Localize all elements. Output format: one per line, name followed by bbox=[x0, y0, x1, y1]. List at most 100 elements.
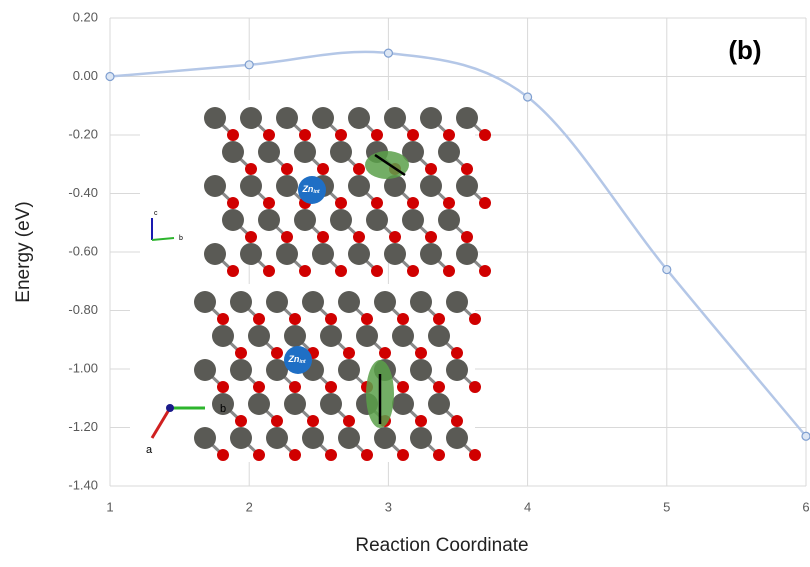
zn-atom bbox=[302, 427, 324, 449]
zn-atom bbox=[276, 107, 298, 129]
zn-atom bbox=[330, 209, 352, 231]
data-point bbox=[524, 93, 532, 101]
zn-atom bbox=[348, 243, 370, 265]
zn-atom bbox=[248, 393, 270, 415]
zn-atom bbox=[266, 291, 288, 313]
atom-symbol: Zn bbox=[301, 184, 313, 194]
o-atom bbox=[469, 313, 481, 325]
zn-atom bbox=[428, 393, 450, 415]
atom-symbol: Zn bbox=[287, 354, 299, 364]
o-atom bbox=[289, 449, 301, 461]
y-tick-label: -0.60 bbox=[68, 243, 98, 258]
zn-atom bbox=[374, 291, 396, 313]
o-atom bbox=[263, 129, 275, 141]
zn-atom bbox=[240, 175, 262, 197]
o-atom bbox=[379, 347, 391, 359]
zn-atom bbox=[230, 291, 252, 313]
o-atom bbox=[335, 129, 347, 141]
o-atom bbox=[407, 197, 419, 209]
o-atom bbox=[469, 449, 481, 461]
o-atom bbox=[227, 197, 239, 209]
o-atom bbox=[217, 449, 229, 461]
x-axis-title: Reaction Coordinate bbox=[355, 535, 528, 556]
o-atom bbox=[371, 129, 383, 141]
y-tick-label: 0.20 bbox=[73, 9, 98, 24]
o-atom bbox=[317, 231, 329, 243]
zn-atom bbox=[204, 175, 226, 197]
zn-atom bbox=[258, 141, 280, 163]
o-atom bbox=[235, 415, 247, 427]
o-atom bbox=[397, 381, 409, 393]
axis-label: b bbox=[179, 235, 183, 242]
zn-atom bbox=[356, 325, 378, 347]
y-tick-label: -1.40 bbox=[68, 477, 98, 492]
y-tick-label: -0.20 bbox=[68, 126, 98, 141]
o-atom bbox=[335, 265, 347, 277]
o-atom bbox=[443, 265, 455, 277]
o-atom bbox=[425, 231, 437, 243]
zn-atom bbox=[222, 141, 244, 163]
o-atom bbox=[451, 415, 463, 427]
o-atom bbox=[343, 347, 355, 359]
data-point bbox=[663, 266, 671, 274]
zn-atom bbox=[438, 209, 460, 231]
zn-atom bbox=[410, 427, 432, 449]
o-atom bbox=[353, 163, 365, 175]
y-tick-label: 0.00 bbox=[73, 68, 98, 83]
o-atom bbox=[281, 163, 293, 175]
atom-subscript: int bbox=[313, 189, 319, 195]
x-tick-label: 6 bbox=[802, 499, 809, 514]
zn-atom bbox=[446, 427, 468, 449]
o-atom bbox=[271, 415, 283, 427]
y-tick-label: -0.80 bbox=[68, 302, 98, 317]
zn-atom bbox=[320, 393, 342, 415]
o-atom bbox=[325, 313, 337, 325]
data-point bbox=[245, 61, 253, 69]
axis-label: b bbox=[220, 403, 226, 415]
data-point bbox=[384, 49, 392, 57]
o-atom bbox=[335, 197, 347, 209]
zn-atom bbox=[294, 141, 316, 163]
o-atom bbox=[289, 381, 301, 393]
y-tick-label: -1.00 bbox=[68, 360, 98, 375]
zn-atom bbox=[230, 427, 252, 449]
o-atom bbox=[253, 313, 265, 325]
o-atom bbox=[443, 129, 455, 141]
o-atom bbox=[397, 449, 409, 461]
zn-atom bbox=[338, 359, 360, 381]
zn-atom bbox=[258, 209, 280, 231]
o-atom bbox=[451, 347, 463, 359]
x-tick-label: 4 bbox=[524, 499, 531, 514]
zn-atom bbox=[446, 291, 468, 313]
data-point bbox=[802, 432, 810, 440]
o-atom bbox=[217, 313, 229, 325]
o-atom bbox=[245, 231, 257, 243]
zn-atom bbox=[194, 359, 216, 381]
axis-label: a bbox=[146, 444, 153, 456]
axis-c bbox=[166, 404, 174, 412]
zn-atom bbox=[266, 427, 288, 449]
zn-atom bbox=[410, 359, 432, 381]
zn-atom bbox=[240, 243, 262, 265]
o-atom bbox=[371, 197, 383, 209]
zn-atom bbox=[374, 427, 396, 449]
o-atom bbox=[443, 197, 455, 209]
o-atom bbox=[407, 265, 419, 277]
zn-atom bbox=[338, 291, 360, 313]
o-atom bbox=[479, 129, 491, 141]
o-atom bbox=[227, 129, 239, 141]
o-atom bbox=[263, 265, 275, 277]
x-tick-label: 5 bbox=[663, 499, 670, 514]
o-atom bbox=[235, 347, 247, 359]
o-atom bbox=[433, 381, 445, 393]
zn-atom bbox=[284, 325, 306, 347]
zn-atom bbox=[312, 243, 334, 265]
zn-atom bbox=[276, 243, 298, 265]
o-atom bbox=[245, 163, 257, 175]
o-atom bbox=[461, 163, 473, 175]
o-atom bbox=[469, 381, 481, 393]
x-tick-label: 2 bbox=[246, 499, 253, 514]
zn-atom bbox=[438, 141, 460, 163]
o-atom bbox=[415, 347, 427, 359]
y-tick-label: -0.40 bbox=[68, 185, 98, 200]
